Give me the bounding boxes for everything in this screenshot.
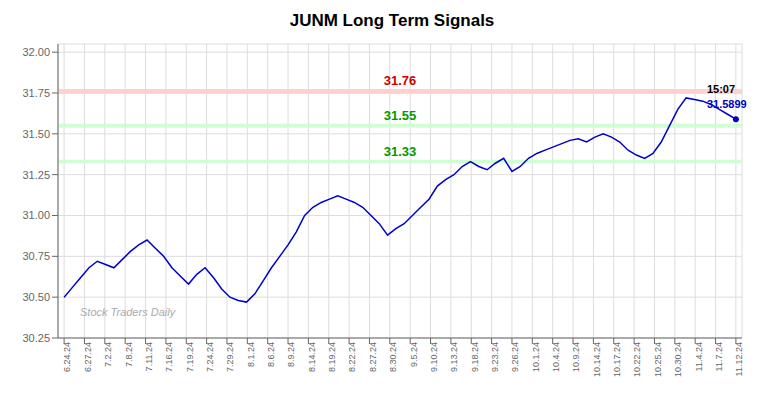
svg-text:31.75: 31.75 [22,87,50,99]
svg-text:7.8.24: 7.8.24 [124,342,134,367]
svg-text:9.13.24: 9.13.24 [449,342,459,372]
svg-text:30.25: 30.25 [22,332,50,344]
svg-text:7.19.24: 7.19.24 [185,342,195,372]
svg-text:32.00: 32.00 [22,46,50,58]
html-text:JUNM Long Term Signals: JUNM Long Term Signals [289,11,495,30]
svg-text:7.11.24: 7.11.24 [144,342,154,371]
svg-text:31.50: 31.50 [22,128,50,140]
svg-text:9.10.24: 9.10.24 [429,342,439,372]
svg-text:6.27.24: 6.27.24 [83,342,93,372]
svg-text:31.25: 31.25 [22,169,50,181]
svg-text:6.24.24: 6.24.24 [62,342,72,372]
svg-text:9.18.24: 9.18.24 [470,342,480,372]
svg-text:10.22.24: 10.22.24 [632,342,642,377]
svg-text:8.27.24: 8.27.24 [368,342,378,372]
svg-text:8.19.24: 8.19.24 [327,342,337,372]
svg-text:8.9.24: 8.9.24 [286,342,296,367]
svg-text:8.1.24: 8.1.24 [246,342,256,367]
svg-text:10.25.24: 10.25.24 [653,342,663,377]
svg-text:30.75: 30.75 [22,250,50,262]
svg-text:9.26.24: 9.26.24 [510,342,520,372]
svg-text:10.14.24: 10.14.24 [592,342,602,377]
svg-text:31.33: 31.33 [384,144,417,159]
svg-text:8.14.24: 8.14.24 [307,342,317,372]
svg-text:31.76: 31.76 [384,73,417,88]
svg-text:7.16.24: 7.16.24 [164,342,174,372]
svg-text:9.23.24: 9.23.24 [490,342,500,372]
svg-text:8.22.24: 8.22.24 [347,342,357,372]
svg-text:8.30.24: 8.30.24 [388,342,398,372]
svg-text:31.55: 31.55 [384,108,417,123]
svg-text:8.6.24: 8.6.24 [266,342,276,367]
svg-text:11.4.24: 11.4.24 [694,342,704,371]
svg-text:10.17.24: 10.17.24 [612,342,622,377]
svg-text:11.12.24: 11.12.24 [734,342,744,376]
svg-text:10.9.24: 10.9.24 [571,342,581,372]
svg-text:9.5.24: 9.5.24 [409,342,419,367]
svg-text:10.30.24: 10.30.24 [673,342,683,377]
svg-text:Stock Traders Daily: Stock Traders Daily [80,306,177,318]
svg-text:7.24.24: 7.24.24 [205,342,215,372]
svg-text:30.50: 30.50 [22,291,50,303]
svg-text:7.2.24: 7.2.24 [103,342,113,367]
svg-text:10.4.24: 10.4.24 [551,342,561,372]
svg-text:11.7.24: 11.7.24 [714,342,724,371]
svg-text:31.5899: 31.5899 [707,98,747,110]
svg-text:31.00: 31.00 [22,209,50,221]
svg-text:10.1.24: 10.1.24 [531,342,541,372]
svg-text:7.29.24: 7.29.24 [225,342,235,372]
svg-text:15:07: 15:07 [707,83,735,95]
